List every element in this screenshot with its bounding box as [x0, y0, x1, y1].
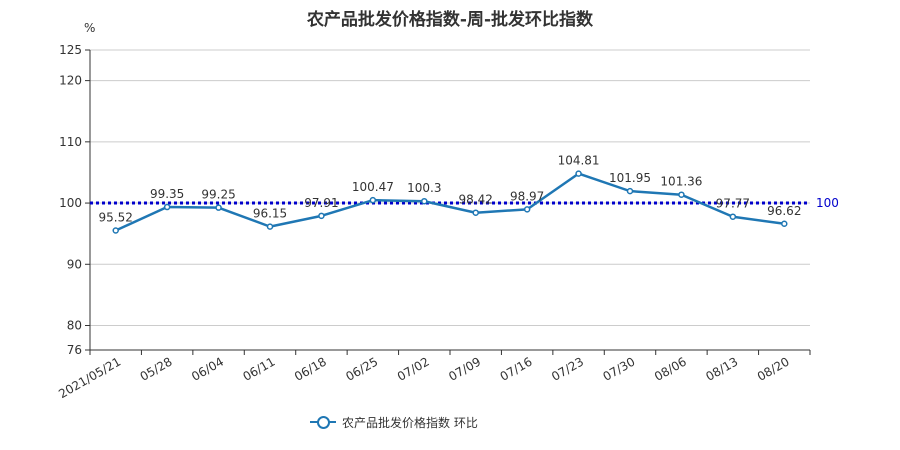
data-point — [369, 196, 377, 204]
data-label: 100.3 — [407, 181, 441, 195]
data-point — [626, 187, 634, 195]
data-label: 101.36 — [660, 175, 702, 189]
data-label: 95.52 — [99, 210, 133, 224]
x-tick-label: 2021/05/21 — [56, 354, 123, 401]
x-tick-label: 08/13 — [703, 354, 740, 383]
x-tick-label: 07/23 — [549, 354, 586, 383]
data-label: 98.42 — [459, 193, 493, 207]
data-label: 96.62 — [767, 204, 801, 218]
legend[interactable]: 农产品批发价格指数 环比 — [310, 412, 478, 432]
x-tick-label: 06/04 — [189, 354, 226, 383]
y-tick-label: 120 — [59, 74, 82, 88]
data-point — [678, 191, 685, 198]
data-point — [472, 209, 479, 216]
x-tick-label: 08/06 — [652, 354, 689, 383]
data-label: 101.95 — [609, 171, 651, 185]
y-tick-label: 110 — [59, 135, 82, 149]
reference-line-label: 100 — [816, 196, 839, 210]
data-point — [215, 204, 222, 211]
y-tick-label: 76 — [67, 343, 82, 357]
x-tick-label: 07/09 — [446, 354, 483, 383]
data-label: 99.35 — [150, 187, 184, 201]
y-tick-label: 125 — [59, 43, 82, 57]
legend-series-label: 农产品批发价格指数 环比 — [342, 415, 478, 430]
y-tick-label: 80 — [67, 319, 82, 333]
data-point — [729, 213, 737, 220]
legend-line-marker-icon — [310, 415, 336, 429]
y-tick-label: 90 — [67, 257, 82, 271]
x-tick-label: 06/18 — [292, 354, 329, 383]
x-tick-label: 07/02 — [395, 354, 432, 383]
data-point — [523, 206, 531, 213]
data-point — [266, 223, 274, 230]
data-label: 97.91 — [304, 196, 338, 210]
x-tick-label: 08/20 — [755, 354, 792, 383]
x-tick-label: 07/16 — [498, 354, 535, 383]
x-tick-label: 06/11 — [241, 354, 278, 383]
data-point — [318, 212, 325, 220]
data-label: 99.25 — [201, 188, 235, 202]
data-label: 100.47 — [352, 180, 394, 194]
series-line — [115, 172, 785, 232]
chart-title: 农产品批发价格指数-周-批发环比指数 — [306, 10, 594, 30]
data-point — [421, 197, 428, 205]
reference-line-group: 100 — [90, 196, 839, 210]
data-label: 98.97 — [510, 189, 544, 203]
y-axis-unit-label: % — [84, 21, 96, 35]
axes: 76 80 90 100 110 120 125 2021/05/21 05/28 06/04 06… — [56, 43, 811, 401]
x-tick-label: 05/28 — [138, 354, 175, 383]
series-group — [112, 170, 788, 234]
x-tick-label: 06/25 — [343, 354, 380, 383]
data-labels: 95.52 99.35 99.25 96.15 97.91 100.47 100.3 98.4… — [99, 154, 802, 225]
x-tick-label: 07/30 — [601, 354, 638, 383]
data-point — [163, 203, 171, 211]
data-label: 104.81 — [558, 154, 600, 168]
y-tick-label: 100 — [59, 196, 82, 210]
data-point — [781, 220, 788, 228]
data-point — [575, 170, 582, 177]
data-label: 97.77 — [716, 197, 750, 211]
data-label: 96.15 — [253, 207, 287, 221]
data-point — [112, 227, 119, 234]
